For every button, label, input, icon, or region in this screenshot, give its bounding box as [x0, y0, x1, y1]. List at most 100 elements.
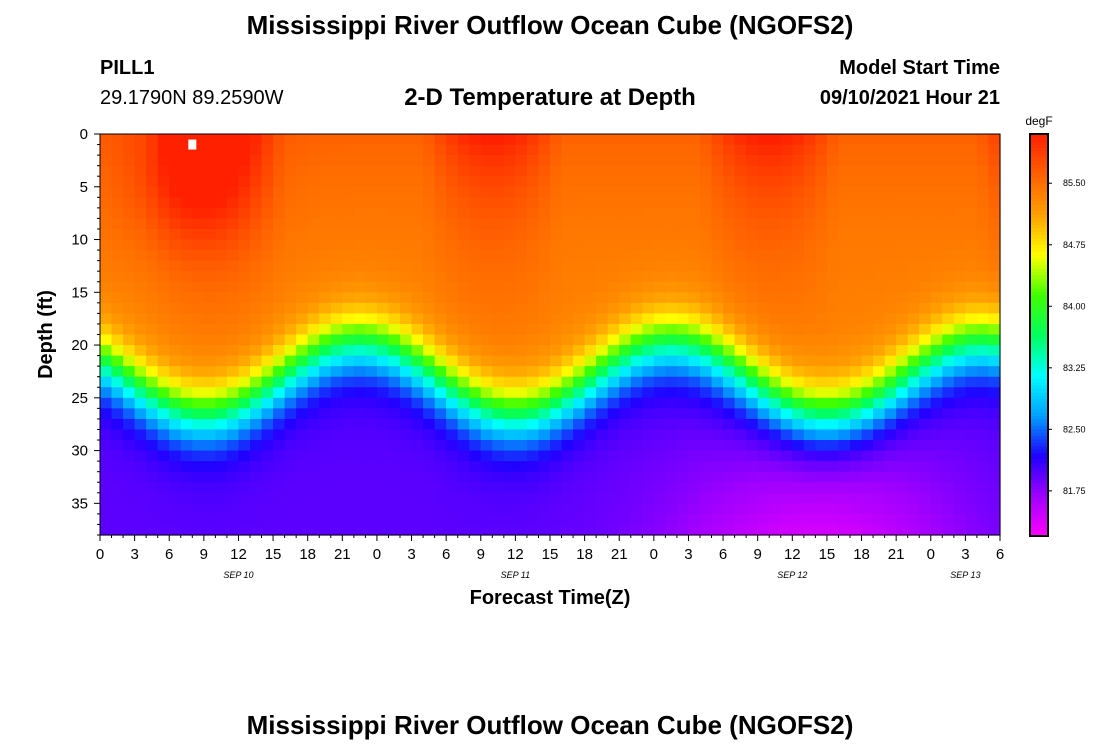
heatmap-cell	[480, 461, 493, 473]
heatmap-cell	[688, 471, 701, 483]
heatmap-cell	[330, 186, 343, 198]
heatmap-cell	[665, 524, 678, 536]
heatmap-cell	[296, 429, 309, 441]
heatmap-cell	[573, 302, 586, 314]
heatmap-cell	[111, 165, 124, 177]
heatmap-cell	[226, 228, 240, 241]
heatmap-cell	[711, 366, 724, 378]
heatmap-cell	[780, 387, 793, 399]
heatmap-cell	[515, 134, 528, 146]
heatmap-cell	[988, 492, 1001, 504]
heatmap-cell	[665, 418, 678, 431]
heatmap-cell	[953, 440, 966, 452]
heatmap-cell	[307, 144, 320, 156]
heatmap-cell	[330, 197, 343, 209]
heatmap-cell	[388, 292, 401, 304]
heatmap-cell	[434, 376, 447, 388]
heatmap-cell	[573, 461, 586, 473]
heatmap-cell	[561, 271, 574, 283]
heatmap-cell	[238, 376, 251, 388]
heatmap-cell	[226, 376, 240, 388]
heatmap-cell	[884, 376, 897, 388]
heatmap-cell	[550, 355, 563, 367]
heatmap-cell	[307, 376, 320, 388]
heatmap-cell	[826, 345, 840, 357]
heatmap-cell	[134, 450, 147, 462]
heatmap-cell	[723, 134, 736, 146]
heatmap-cell	[388, 155, 401, 167]
heatmap-cell	[838, 271, 851, 283]
heatmap-cell	[434, 408, 447, 420]
heatmap-cell	[561, 197, 574, 209]
heatmap-cell	[434, 461, 447, 473]
heatmap-cell	[826, 228, 840, 241]
heatmap-cell	[319, 292, 332, 304]
heatmap-cell	[180, 239, 193, 251]
heatmap-cell	[261, 334, 274, 346]
heatmap-cell	[134, 250, 147, 262]
heatmap-cell	[226, 134, 240, 146]
heatmap-cell	[203, 281, 216, 293]
heatmap-cell	[111, 355, 124, 367]
heatmap-cell	[919, 239, 932, 251]
heatmap-cell	[146, 197, 159, 209]
x-tick-label: 12	[507, 546, 524, 563]
heatmap-cell	[434, 313, 447, 325]
heatmap-cell	[723, 313, 736, 325]
heatmap-cell	[307, 418, 320, 431]
heatmap-cell	[123, 176, 136, 188]
heatmap-cell	[434, 134, 447, 146]
heatmap-cell	[642, 197, 655, 209]
heatmap-cell	[815, 418, 828, 431]
heatmap-cell	[919, 271, 932, 283]
heatmap-cell	[353, 134, 366, 146]
heatmap-cell	[630, 176, 643, 188]
heatmap-cell	[688, 250, 701, 262]
heatmap-cell	[146, 323, 159, 336]
heatmap-cell	[561, 503, 574, 515]
heatmap-cell	[353, 440, 366, 452]
heatmap-cell	[665, 376, 678, 388]
heatmap-cell	[850, 239, 863, 251]
heatmap-cell	[711, 250, 724, 262]
heatmap-cell	[873, 482, 886, 494]
heatmap-cell	[746, 271, 759, 283]
heatmap-cell	[896, 281, 909, 293]
heatmap-cell	[676, 366, 690, 378]
heatmap-cell	[100, 302, 113, 314]
colorbar-segment	[1030, 211, 1048, 215]
heatmap-cell	[653, 450, 666, 462]
heatmap-cell	[111, 503, 124, 515]
heatmap-cell	[434, 334, 447, 346]
heatmap-cell	[965, 281, 978, 293]
heatmap-cell	[676, 429, 690, 441]
heatmap-cell	[538, 250, 551, 262]
heatmap-cell	[976, 471, 990, 483]
heatmap-cell	[630, 218, 643, 230]
heatmap-cell	[192, 503, 205, 515]
heatmap-cell	[284, 471, 297, 483]
heatmap-cell	[238, 429, 251, 441]
heatmap-cell	[296, 492, 309, 504]
heatmap-cell	[203, 144, 216, 156]
heatmap-cell	[653, 281, 666, 293]
heatmap-cell	[976, 418, 990, 431]
heatmap-cell	[238, 450, 251, 462]
heatmap-cell	[930, 408, 943, 420]
heatmap-cell	[319, 228, 332, 241]
heatmap-cell	[688, 418, 701, 431]
heatmap-cell	[226, 440, 240, 452]
heatmap-cell	[307, 176, 320, 188]
heatmap-cell	[780, 440, 793, 452]
heatmap-cell	[884, 334, 897, 346]
heatmap-cell	[296, 144, 309, 156]
heatmap-cell	[561, 323, 574, 336]
heatmap-cell	[526, 292, 540, 304]
heatmap-cell	[423, 134, 436, 146]
heatmap-cell	[665, 271, 678, 283]
heatmap-cell	[146, 334, 159, 346]
heatmap-cell	[584, 302, 597, 314]
heatmap-cell	[988, 239, 1001, 251]
heatmap-cell	[826, 418, 840, 431]
heatmap-cell	[942, 271, 955, 283]
